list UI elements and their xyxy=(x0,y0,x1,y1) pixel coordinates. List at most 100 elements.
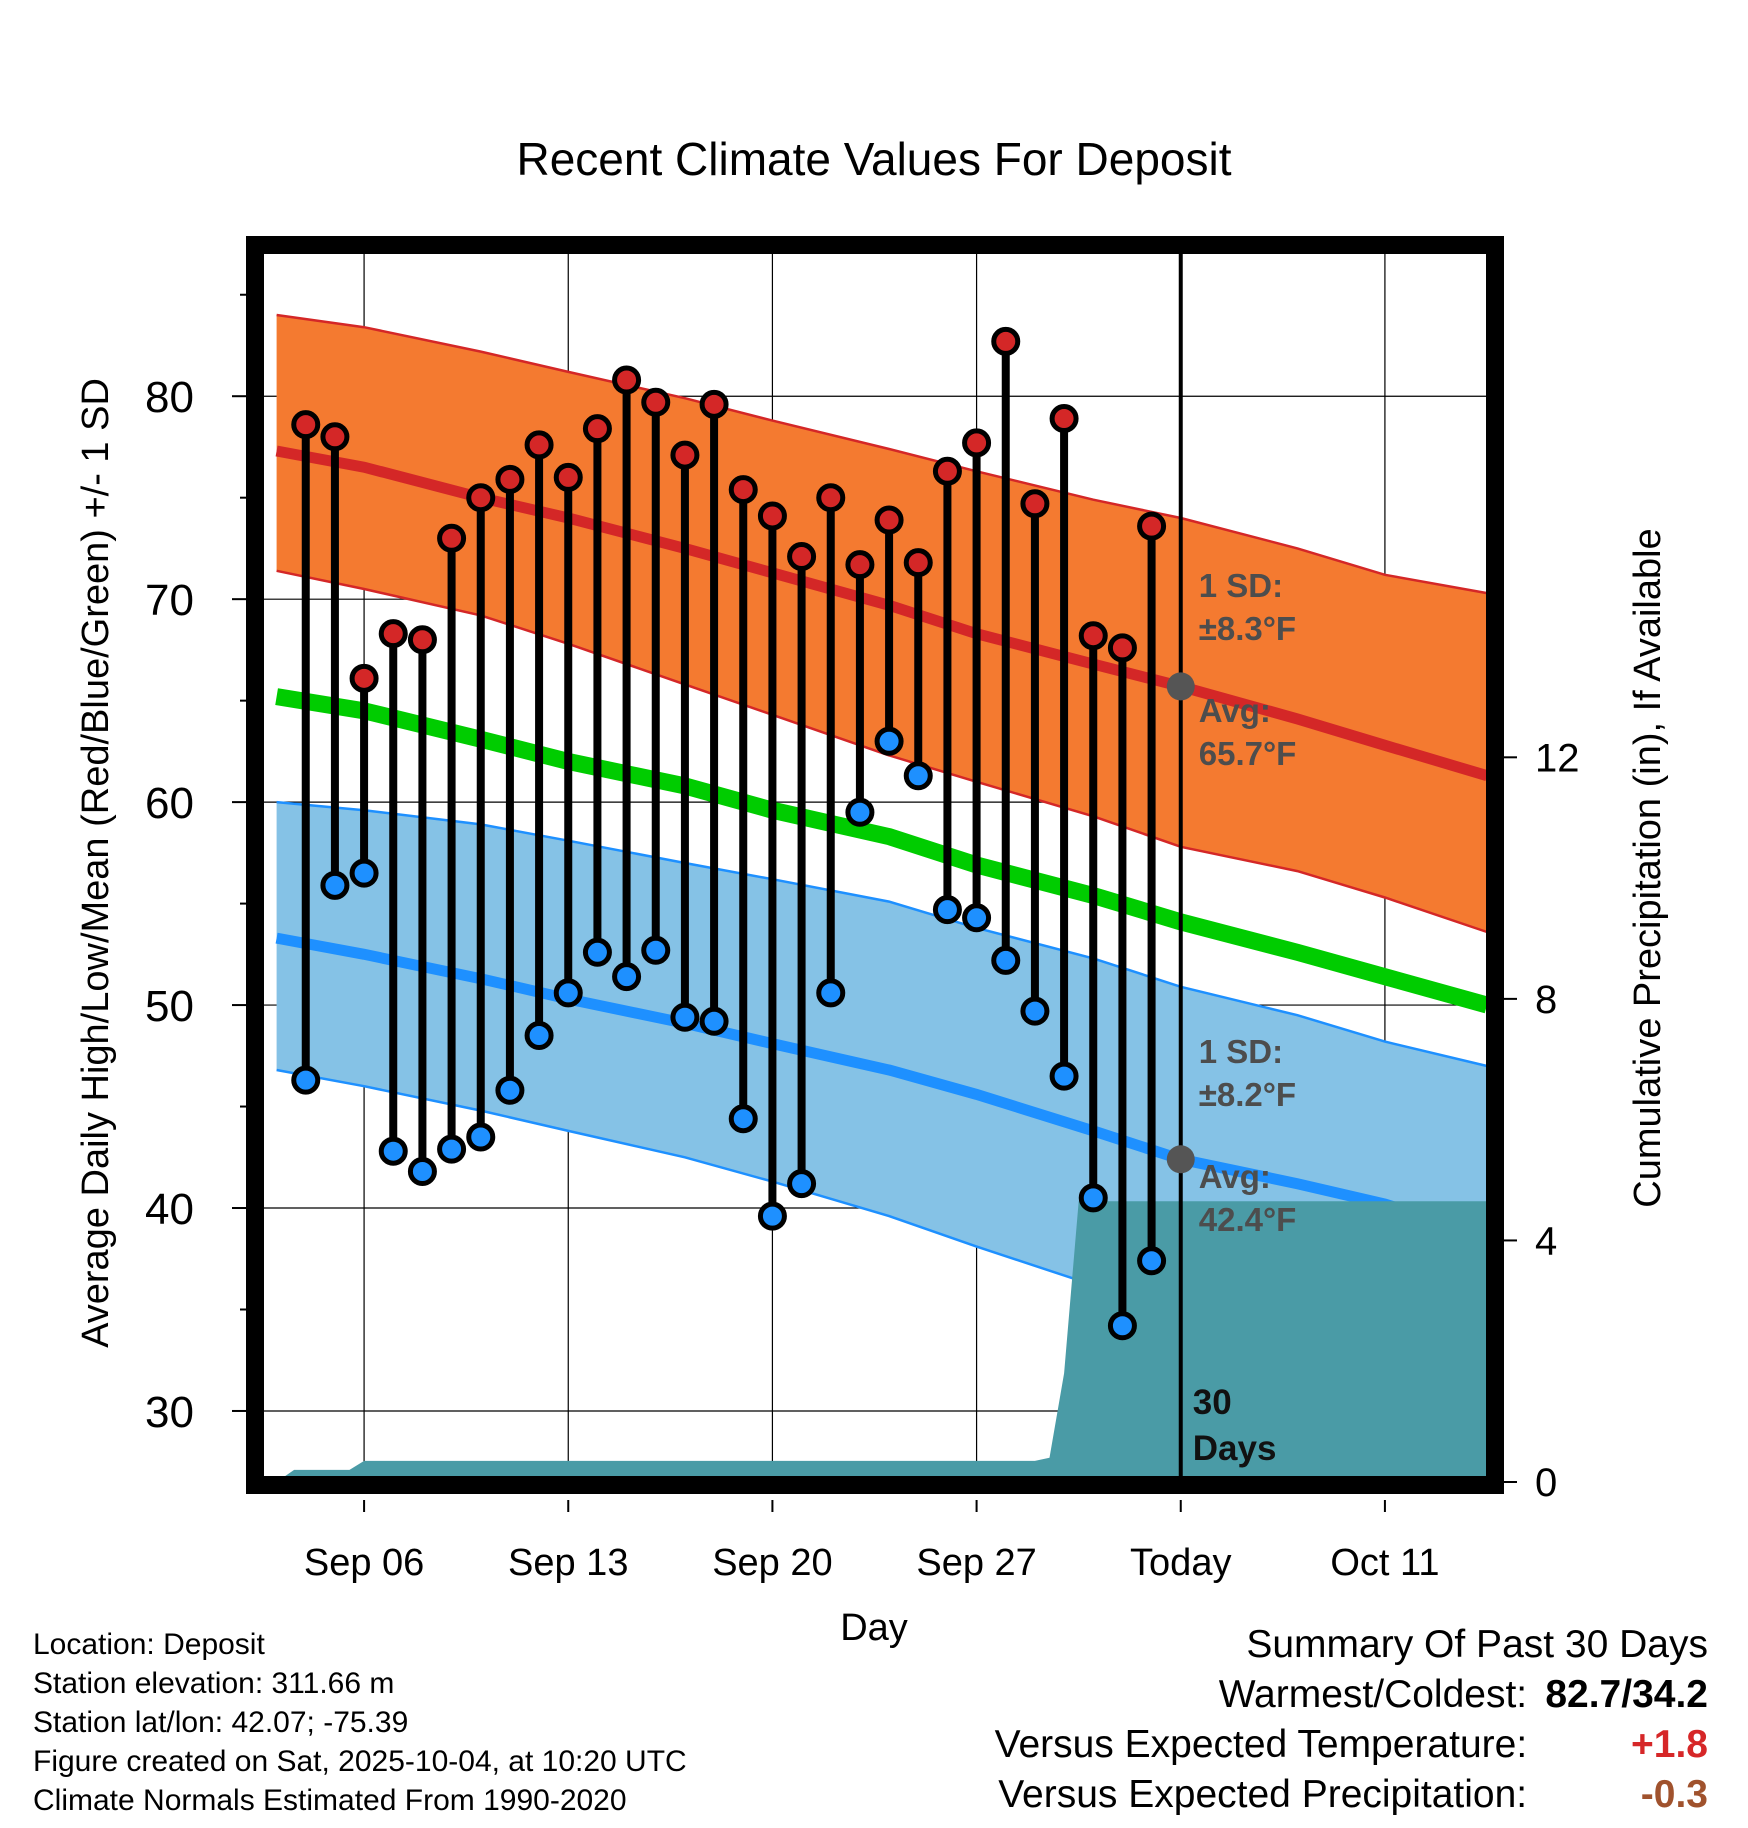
daily-high-point xyxy=(670,440,700,470)
x-tick-label: Sep 13 xyxy=(508,1542,628,1584)
daily-low-point xyxy=(932,895,962,925)
daily-low-point xyxy=(641,935,671,965)
y-tick-label: 40 xyxy=(145,1185,194,1234)
daily-high-point xyxy=(1078,621,1108,651)
daily-high-point xyxy=(1020,489,1050,519)
daily-high-point xyxy=(787,542,817,572)
daily-high-point xyxy=(1107,633,1137,663)
x-tick-label: Sep 06 xyxy=(304,1542,424,1584)
low-avg-value: 42.4°F xyxy=(1199,1201,1297,1238)
created-text: Figure created on Sat, 2025-10-04, at 10… xyxy=(33,1745,687,1778)
daily-high-point xyxy=(553,462,583,492)
plot-area: 1 SD: ±8.3°F Avg: 65.7°F 1 SD: ±8.2°F Av… xyxy=(262,244,1490,1482)
daily-low-point xyxy=(524,1021,554,1051)
daily-low-point xyxy=(553,978,583,1008)
daily-low-point xyxy=(816,978,846,1008)
daily-high-point xyxy=(437,523,467,553)
x-tick-label: Sep 27 xyxy=(916,1542,1036,1584)
daily-low-point xyxy=(437,1134,467,1164)
daily-high-point xyxy=(874,505,904,535)
latlon-text: Station lat/lon: 42.07; -75.39 xyxy=(33,1706,409,1739)
daily-high-point xyxy=(495,464,525,494)
y-tick-label: 60 xyxy=(145,779,194,828)
daily-low-point xyxy=(291,1065,321,1095)
warm-cold-value: 82.7/34.2 xyxy=(1545,1673,1708,1716)
daily-high-point xyxy=(845,550,875,580)
chart-title: Recent Climate Values For Deposit xyxy=(517,133,1232,185)
y2-tick-label: 8 xyxy=(1535,978,1557,1022)
y2-axis-label: Cumulative Precipitation (in), If Availa… xyxy=(1627,528,1669,1207)
daily-low-point xyxy=(378,1136,408,1166)
daily-low-point xyxy=(903,761,933,791)
daily-high-point xyxy=(1137,511,1167,541)
y-tick-label: 50 xyxy=(145,982,194,1031)
high-avg-label: Avg: xyxy=(1199,692,1271,729)
station-info: Location: Deposit Station elevation: 311… xyxy=(33,1625,687,1820)
daily-low-point xyxy=(612,962,642,992)
y2-tick-label: 12 xyxy=(1535,736,1580,780)
daily-low-point xyxy=(466,1122,496,1152)
daily-high-point xyxy=(641,387,671,417)
daily-low-point xyxy=(349,858,379,888)
daily-high-point xyxy=(612,365,642,395)
summary-warm-cold: Warmest/Coldest: 82.7/34.2 xyxy=(995,1670,1708,1720)
low-avg-marker xyxy=(1166,1145,1195,1174)
location-text: Location: Deposit xyxy=(33,1628,265,1661)
high-avg-value: 65.7°F xyxy=(1199,735,1297,772)
daily-high-point xyxy=(932,456,962,486)
y-tick-label: 70 xyxy=(145,576,194,625)
temp-vs-expected-label: Versus Expected Temperature: xyxy=(994,1723,1528,1766)
low-sd-label: 1 SD: xyxy=(1199,1033,1283,1070)
daily-high-point xyxy=(728,475,758,505)
daily-high-point xyxy=(349,663,379,693)
precip-vs-expected-value: -0.3 xyxy=(1640,1773,1708,1816)
daily-high-point xyxy=(1049,404,1079,434)
daily-low-point xyxy=(1078,1183,1108,1213)
daily-low-point xyxy=(699,1006,729,1036)
daily-low-point xyxy=(757,1201,787,1231)
y-tick-label: 30 xyxy=(145,1388,194,1437)
summary-panel: Summary Of Past 30 Days Warmest/Coldest:… xyxy=(995,1620,1708,1820)
x-axis-label: Day xyxy=(840,1607,908,1649)
high-band-upper-edge xyxy=(276,313,1488,595)
daily-high-point xyxy=(466,483,496,513)
daily-high-point xyxy=(816,483,846,513)
low-avg-label: Avg: xyxy=(1199,1158,1271,1195)
x-tick-label: Today xyxy=(1130,1542,1231,1584)
daily-high-point xyxy=(291,410,321,440)
daily-high-point xyxy=(407,625,437,655)
daily-low-point xyxy=(407,1156,437,1186)
daily-low-point xyxy=(582,937,612,967)
temp-vs-expected-value: +1.8 xyxy=(1631,1723,1708,1766)
high-sd-label: 1 SD: xyxy=(1199,567,1283,604)
daily-low-point xyxy=(728,1104,758,1134)
daily-low-point xyxy=(1107,1311,1137,1341)
x-tick-label: Sep 20 xyxy=(712,1542,832,1584)
low-sd-value: ±8.2°F xyxy=(1199,1076,1296,1113)
elevation-text: Station elevation: 311.66 m xyxy=(33,1667,395,1700)
daily-high-point xyxy=(582,414,612,444)
daily-high-point xyxy=(524,430,554,460)
daily-low-point xyxy=(320,870,350,900)
high-avg-marker xyxy=(1166,672,1195,701)
daily-low-point xyxy=(495,1075,525,1105)
daily-low-point xyxy=(787,1169,817,1199)
normals-text: Climate Normals Estimated From 1990-2020 xyxy=(33,1784,627,1817)
daily-low-point xyxy=(991,945,1021,975)
daily-low-point xyxy=(1049,1061,1079,1091)
summary-precip: Versus Expected Precipitation: -0.3 xyxy=(995,1770,1708,1820)
daily-low-point xyxy=(874,726,904,756)
days-count-label: 30 xyxy=(1193,1383,1232,1422)
cumulative-precip-area xyxy=(276,1201,1488,1482)
daily-low-point xyxy=(962,903,992,933)
daily-temperature-stems xyxy=(291,326,1167,1341)
precipitation-area xyxy=(276,1201,1488,1482)
summary-temp: Versus Expected Temperature: +1.8 xyxy=(995,1720,1708,1770)
daily-low-point xyxy=(1137,1246,1167,1276)
y2-tick-label: 0 xyxy=(1535,1461,1557,1505)
daily-high-point xyxy=(699,389,729,419)
warm-cold-label: Warmest/Coldest: xyxy=(1218,1673,1528,1716)
daily-low-point xyxy=(1020,996,1050,1026)
